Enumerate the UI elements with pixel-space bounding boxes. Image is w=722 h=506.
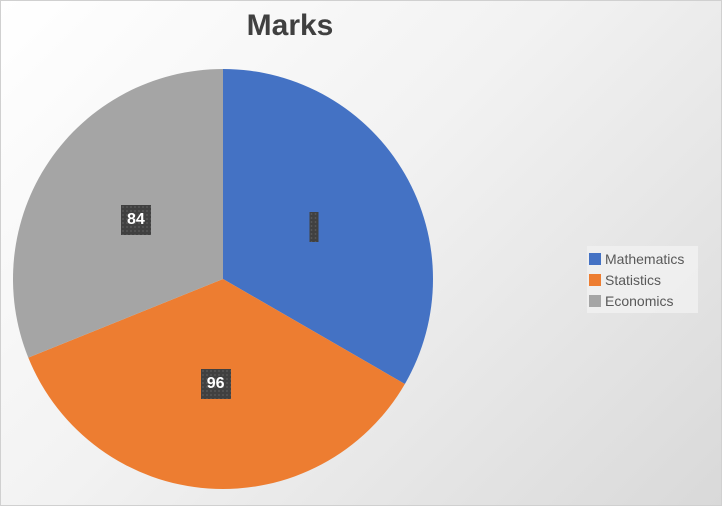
legend-swatch xyxy=(589,294,601,307)
data-label-statistics: 96 xyxy=(200,368,231,399)
data-label-mathematics xyxy=(309,211,319,242)
chart-title: Marks xyxy=(246,9,334,42)
legend-item-statistics: Statistics xyxy=(589,269,684,290)
legend-swatch xyxy=(589,252,601,265)
pie-slice-economics xyxy=(12,69,224,358)
legend-item-mathematics: Mathematics xyxy=(589,248,684,269)
data-label-economics: 84 xyxy=(120,205,151,236)
legend-label: Mathematics xyxy=(605,250,685,267)
legend: Mathematics Statistics Economics xyxy=(587,246,699,313)
legend-swatch xyxy=(589,273,601,286)
legend-item-economics: Economics xyxy=(589,290,684,311)
legend-label: Economics xyxy=(605,292,674,309)
pie-slice-mathematics xyxy=(223,69,433,384)
legend-label: Statistics xyxy=(605,271,662,288)
